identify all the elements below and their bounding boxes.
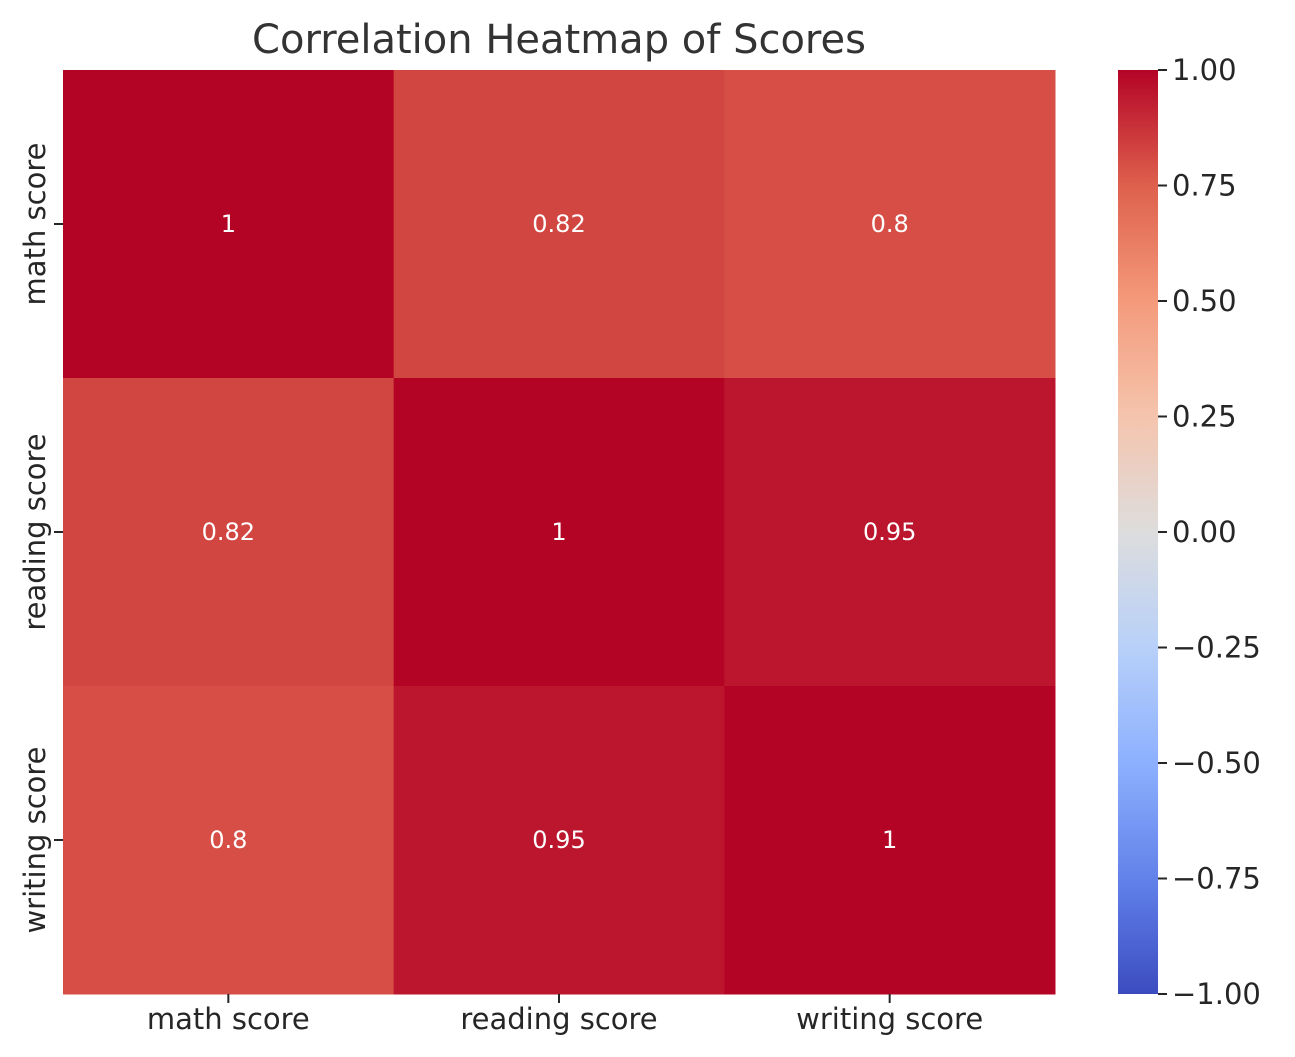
x-tick-label: reading score xyxy=(460,1002,657,1036)
y-tick-label: writing score xyxy=(18,746,52,933)
colorbar-tick-label: −0.25 xyxy=(1172,631,1261,665)
colorbar-tick-label: −0.75 xyxy=(1172,862,1261,896)
y-tick-label: reading score xyxy=(18,433,52,630)
heatmap-cell xyxy=(393,70,725,379)
y-tick-label: math score xyxy=(18,143,52,306)
cell-annotation: 0.82 xyxy=(532,210,585,238)
colorbar-tick-label: −0.50 xyxy=(1172,746,1261,780)
cell-annotation: 1 xyxy=(221,210,236,238)
y-axis-ticks: math score reading score writing score xyxy=(18,143,63,934)
colorbar-gradient xyxy=(1118,70,1158,994)
heatmap-cell xyxy=(724,378,1056,687)
colorbar xyxy=(1118,70,1158,994)
colorbar-tick-label: 1.00 xyxy=(1172,53,1237,87)
x-tick-label: writing score xyxy=(796,1002,983,1036)
colorbar-tick-label: 0.50 xyxy=(1172,284,1237,318)
cell-annotation: 0.8 xyxy=(209,826,247,854)
colorbar-tick-label: 0.00 xyxy=(1172,515,1237,549)
x-tick-label: math score xyxy=(147,1002,310,1036)
heatmap-cell xyxy=(63,70,395,379)
colorbar-tick-label: 0.75 xyxy=(1172,169,1237,203)
heatmap-cell xyxy=(393,378,725,687)
chart-title: Correlation Heatmap of Scores xyxy=(252,17,866,63)
x-axis-ticks: math score reading score writing score xyxy=(147,994,983,1036)
heatmap-cell xyxy=(63,378,395,687)
colorbar-ticks: 1.00 0.75 0.50 0.25 0.00 −0.25 −0.50 −0.75 −1.00 xyxy=(1158,53,1261,1011)
cell-annotation: 1 xyxy=(551,518,566,546)
cell-annotation: 0.95 xyxy=(863,518,916,546)
colorbar-tick-label: 0.25 xyxy=(1172,400,1237,434)
heatmap-cells: 1 0.82 0.8 0.82 1 0.95 0.8 0.95 1 xyxy=(63,70,1056,995)
heatmap-cell xyxy=(724,686,1056,995)
cell-annotation: 1 xyxy=(882,826,897,854)
colorbar-tick-label: −1.00 xyxy=(1172,977,1261,1011)
cell-annotation: 0.95 xyxy=(532,826,585,854)
heatmap-cell xyxy=(724,70,1056,379)
cell-annotation: 0.82 xyxy=(202,518,255,546)
cell-annotation: 0.8 xyxy=(871,210,909,238)
heatmap-cell xyxy=(63,686,395,995)
heatmap-cell xyxy=(393,686,725,995)
